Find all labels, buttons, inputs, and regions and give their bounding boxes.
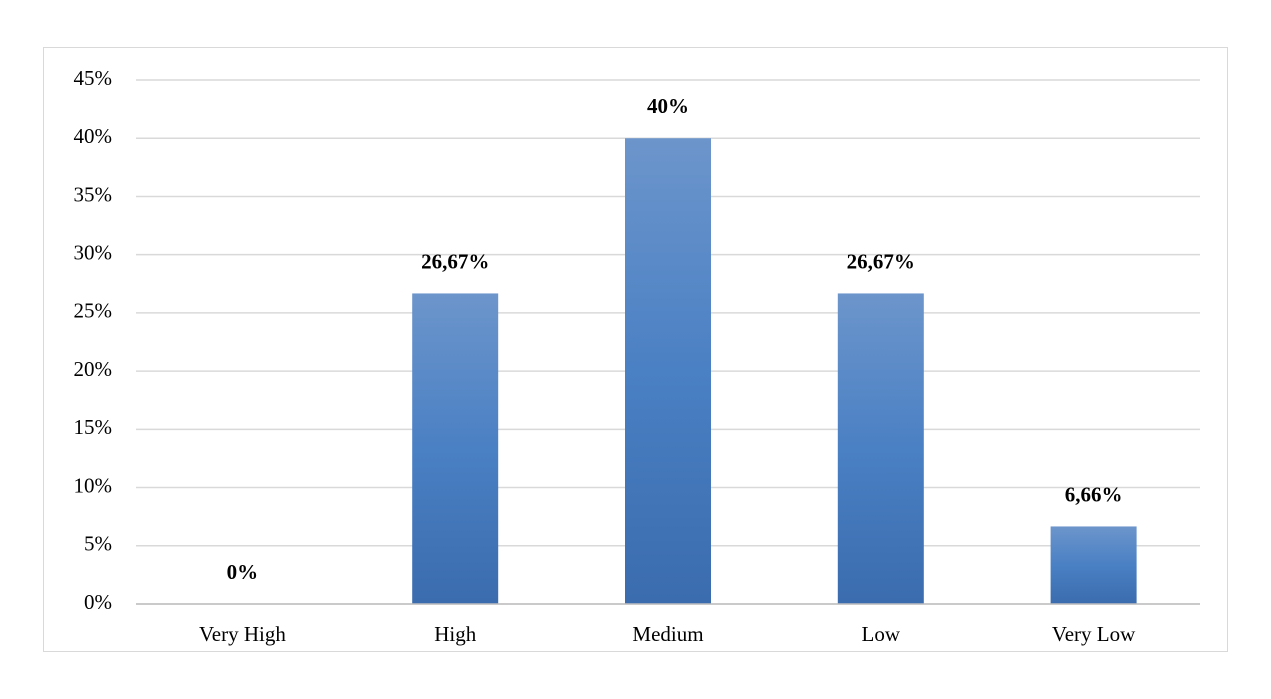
- x-tick-label: Low: [862, 622, 901, 646]
- value-label: 6,66%: [1065, 482, 1123, 506]
- x-tick-label: Very High: [199, 622, 286, 646]
- bar: [1050, 526, 1137, 604]
- y-tick-label: 20%: [74, 357, 113, 381]
- y-tick-label: 10%: [74, 473, 113, 497]
- y-tick-label: 35%: [74, 182, 113, 206]
- y-tick-label: 25%: [74, 299, 113, 323]
- x-tick-label: Very Low: [1052, 622, 1136, 646]
- y-tick-label: 30%: [74, 240, 113, 264]
- x-tick-label: High: [434, 622, 477, 646]
- value-label: 26,67%: [847, 249, 915, 273]
- bar: [837, 293, 924, 604]
- y-tick-label: 45%: [74, 66, 113, 90]
- y-tick-label: 40%: [74, 124, 113, 148]
- bar: [412, 293, 499, 604]
- bar: [625, 138, 711, 604]
- value-label: 0%: [227, 560, 259, 584]
- value-label: 40%: [647, 94, 689, 118]
- y-tick-label: 15%: [74, 415, 113, 439]
- x-tick-label: Medium: [632, 622, 703, 646]
- y-tick-label: 0%: [84, 590, 112, 614]
- y-tick-label: 5%: [84, 532, 112, 556]
- value-label: 26,67%: [421, 249, 489, 273]
